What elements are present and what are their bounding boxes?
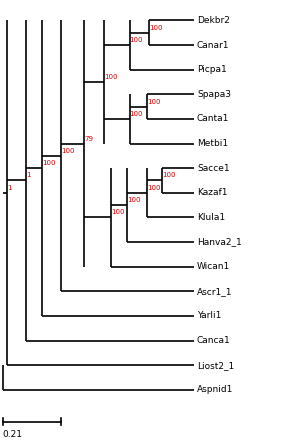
Text: Canca1: Canca1 xyxy=(197,336,231,345)
Text: Canta1: Canta1 xyxy=(197,114,229,123)
Text: Picpa1: Picpa1 xyxy=(197,65,226,74)
Text: 100: 100 xyxy=(162,172,176,179)
Text: 100: 100 xyxy=(149,25,163,31)
Text: Aspnid1: Aspnid1 xyxy=(197,385,233,394)
Text: 100: 100 xyxy=(130,111,143,117)
Text: 100: 100 xyxy=(42,160,56,166)
Text: Ascr1_1: Ascr1_1 xyxy=(197,287,232,296)
Text: 1: 1 xyxy=(7,185,11,191)
Text: 100: 100 xyxy=(147,185,160,191)
Text: Kazaf1: Kazaf1 xyxy=(197,188,227,197)
Text: Yarli1: Yarli1 xyxy=(197,311,221,320)
Text: Canar1: Canar1 xyxy=(197,41,230,50)
Text: 100: 100 xyxy=(61,148,74,154)
Text: 100: 100 xyxy=(104,74,117,80)
Text: Metbi1: Metbi1 xyxy=(197,139,228,148)
Text: Spapa3: Spapa3 xyxy=(197,90,231,99)
Text: 1: 1 xyxy=(26,172,30,179)
Text: Wican1: Wican1 xyxy=(197,262,230,271)
Text: 79: 79 xyxy=(84,136,93,141)
Text: 100: 100 xyxy=(127,197,141,203)
Text: 0.21: 0.21 xyxy=(3,431,22,439)
Text: Hanva2_1: Hanva2_1 xyxy=(197,237,242,247)
Text: 100: 100 xyxy=(111,210,124,215)
Text: Sacce1: Sacce1 xyxy=(197,164,230,173)
Text: Liost2_1: Liost2_1 xyxy=(197,361,234,370)
Text: Dekbr2: Dekbr2 xyxy=(197,16,230,25)
Text: 100: 100 xyxy=(147,99,160,105)
Text: Klula1: Klula1 xyxy=(197,213,225,222)
Text: 100: 100 xyxy=(130,37,143,43)
